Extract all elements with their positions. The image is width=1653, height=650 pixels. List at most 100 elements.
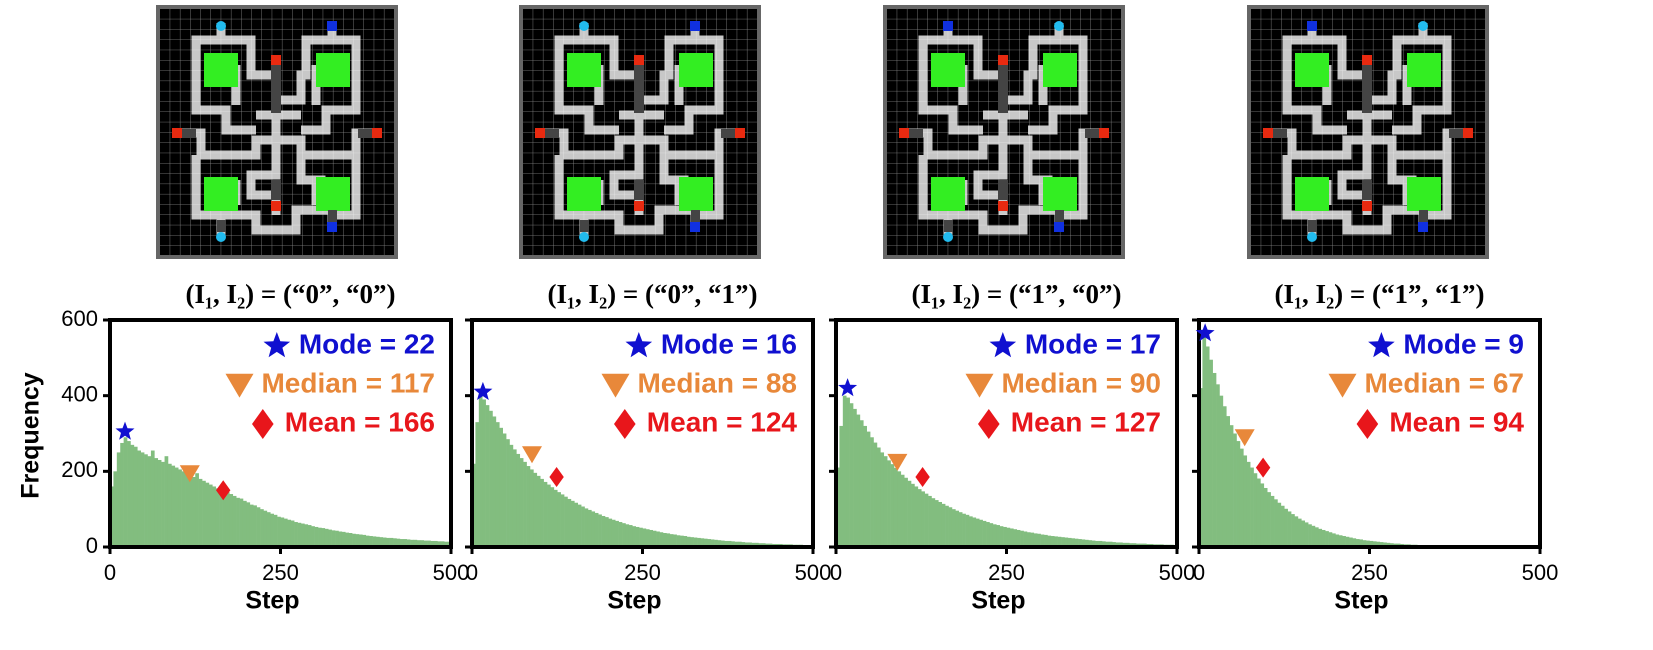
histogram-bar — [734, 541, 739, 547]
stat-marker — [915, 467, 930, 487]
histogram-bar — [986, 522, 990, 547]
histogram-bar — [1006, 527, 1011, 547]
x-tick-label: 250 — [988, 560, 1025, 585]
histogram-bar — [1026, 532, 1031, 547]
histogram-bar — [144, 454, 148, 547]
histogram-bar — [570, 500, 575, 547]
histogram-bar — [1098, 540, 1103, 547]
histogram-bar — [1349, 537, 1353, 547]
x-tick-label: 500 — [433, 560, 470, 585]
histogram-bar — [154, 458, 159, 547]
histogram-bar — [1067, 537, 1072, 547]
histogram-bar — [703, 538, 708, 547]
histogram-bar — [482, 399, 486, 547]
histogram-bar — [849, 403, 854, 547]
stat-marker — [1234, 429, 1255, 447]
histogram-bar — [714, 539, 718, 547]
y-tick-label: 400 — [61, 381, 98, 406]
histogram-bar — [205, 482, 210, 547]
chart-title: (I₁, I₂) = (“1”, “1”) — [1274, 279, 1484, 309]
histogram-bar — [478, 395, 483, 547]
stat-marker — [549, 467, 564, 487]
histogram-bar — [249, 504, 254, 547]
histogram-bar — [130, 444, 135, 547]
histogram-bar — [335, 530, 339, 547]
stat-marker — [179, 465, 200, 483]
histogram-bar — [188, 475, 193, 547]
histogram-bar — [399, 539, 404, 547]
histogram-bar — [1115, 542, 1120, 547]
stat-label: Mode = 9 — [1403, 328, 1524, 359]
histogram-bar — [917, 489, 922, 547]
histogram-bar — [1057, 536, 1062, 547]
stat-label: Median = 117 — [261, 367, 435, 398]
histogram-bar — [1003, 526, 1007, 547]
histogram-bar — [1379, 542, 1384, 547]
histogram-bar — [147, 456, 152, 547]
histogram-bar — [866, 431, 871, 547]
histogram-bar — [622, 523, 626, 547]
histogram-bar — [979, 519, 983, 547]
histogram-bar — [574, 502, 579, 547]
histogram-bar — [297, 522, 302, 547]
maze-image — [1247, 5, 1489, 259]
stat-icon — [252, 409, 274, 439]
histogram-bar — [1226, 416, 1230, 547]
histogram-bar — [951, 509, 956, 547]
histogram-bar — [982, 520, 987, 547]
histogram-bar — [642, 528, 647, 547]
histogram-bar — [191, 477, 196, 547]
histogram-bar — [945, 505, 949, 547]
histogram-bar — [1338, 535, 1343, 547]
histogram-bar — [1314, 527, 1319, 547]
stat-marker — [473, 381, 493, 400]
histogram-bar — [639, 527, 643, 547]
histogram-bar — [717, 540, 722, 547]
histogram-bar — [744, 542, 749, 547]
histogram-bar — [1243, 455, 1248, 547]
histogram-bar — [594, 512, 599, 547]
histogram-bar — [523, 461, 527, 547]
histogram-bar — [707, 539, 711, 547]
x-tick-label: 500 — [1159, 560, 1196, 585]
x-axis-label: Step — [971, 587, 1025, 615]
histogram-bar — [492, 416, 497, 547]
histogram-bar — [1078, 539, 1082, 547]
histogram-bar — [1311, 525, 1316, 547]
stat-icon — [263, 332, 291, 358]
histogram-bar — [1318, 528, 1323, 547]
x-tick-label: 0 — [104, 560, 116, 585]
histogram-bar — [543, 481, 548, 547]
histogram-bar — [1277, 502, 1282, 547]
x-tick-label: 250 — [262, 560, 299, 585]
histogram-bar — [348, 533, 353, 547]
stat-marker — [838, 378, 858, 397]
histogram-bar — [1366, 540, 1370, 547]
histogram-bar — [526, 466, 531, 547]
stat-label: Median = 88 — [637, 367, 797, 398]
x-tick-label: 500 — [795, 560, 832, 585]
histogram-bar — [536, 475, 541, 547]
histogram-bar — [1308, 524, 1312, 547]
histogram-bar — [656, 531, 660, 547]
histogram-bar — [433, 540, 438, 547]
histogram-bar — [540, 478, 544, 547]
histogram-bar — [499, 427, 503, 547]
histogram-bar — [550, 487, 555, 547]
histogram-bar — [246, 502, 251, 547]
histogram-bar — [928, 495, 932, 547]
histogram-bar — [1321, 529, 1326, 547]
histogram-bar — [256, 507, 261, 547]
histogram-bar — [842, 395, 847, 547]
histogram-bar — [260, 509, 264, 547]
histogram-bar — [519, 458, 524, 547]
histogram-bar — [1209, 359, 1213, 547]
histogram-bar — [1325, 531, 1329, 547]
histogram-bar — [150, 450, 155, 547]
histogram-bar — [1253, 473, 1258, 547]
histogram-bar — [870, 437, 874, 547]
histogram-bar — [304, 524, 309, 547]
histogram-bar — [1383, 542, 1387, 547]
chart-title: (I₁, I₂) = (“1”, “0”) — [911, 279, 1121, 309]
